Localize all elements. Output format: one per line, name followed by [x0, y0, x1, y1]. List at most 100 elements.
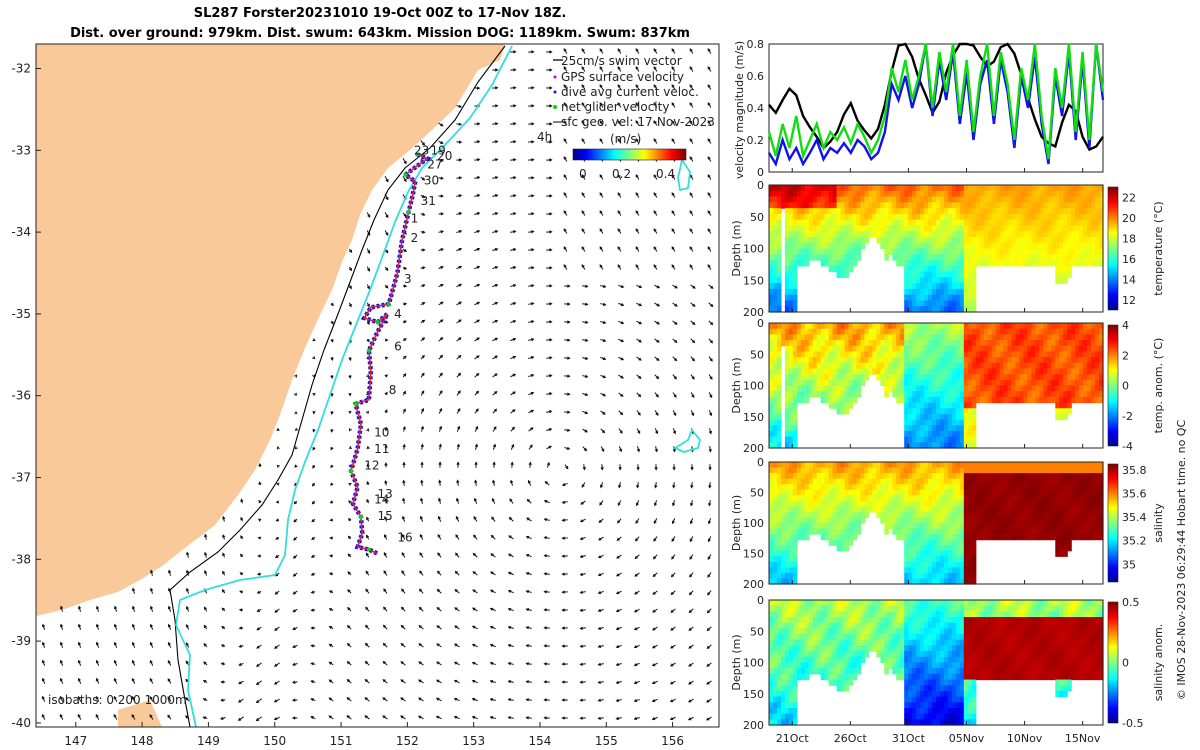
section-cell	[880, 605, 885, 612]
section-cell	[1035, 242, 1040, 250]
section-cell	[816, 328, 822, 335]
section-cell	[888, 208, 893, 215]
section-cell	[852, 362, 858, 370]
section-cell	[852, 605, 858, 612]
section-cell	[1083, 231, 1088, 238]
section-cell	[804, 484, 810, 491]
section-cell	[951, 662, 957, 669]
section-cell	[848, 600, 854, 607]
section-cell	[943, 462, 949, 469]
section-cell	[904, 185, 909, 192]
section-cell	[824, 611, 830, 618]
section-cell	[772, 679, 778, 686]
section-cell	[920, 265, 925, 273]
section-cell	[1047, 396, 1052, 404]
section-cell	[991, 357, 997, 364]
section-cell	[947, 528, 953, 535]
section-cell	[1031, 248, 1037, 255]
section-cell	[943, 277, 949, 284]
section-cell	[951, 196, 957, 203]
section-cell	[896, 668, 901, 675]
section-cell	[868, 462, 873, 469]
section-cell	[987, 242, 993, 250]
day-label: 20	[437, 149, 452, 163]
section-cell	[772, 430, 778, 438]
section-cell	[832, 679, 838, 686]
section-cell	[1083, 462, 1088, 469]
section-cell	[856, 219, 862, 227]
section-cell	[959, 190, 965, 198]
section-cell	[816, 248, 822, 255]
section-cell	[920, 225, 925, 232]
section-cell	[1003, 357, 1009, 364]
section-cell	[924, 391, 929, 398]
section-cell	[959, 391, 965, 398]
section-cell	[971, 357, 977, 364]
section-cell	[959, 511, 965, 519]
section-cell	[900, 242, 905, 250]
section-cell	[888, 225, 893, 232]
section-cell	[936, 651, 941, 658]
section-cell	[971, 385, 977, 392]
section-cell	[928, 556, 933, 563]
section-cell	[776, 345, 782, 353]
section-cell	[800, 202, 806, 209]
section-cell	[820, 351, 826, 358]
section-cell	[864, 611, 870, 618]
section-cell	[912, 306, 917, 313]
section-cell	[1083, 396, 1088, 404]
section-cell	[832, 202, 838, 209]
section-cell	[820, 391, 826, 398]
section-cell	[1079, 396, 1084, 404]
section-cell	[792, 500, 798, 507]
section-cell	[792, 467, 798, 474]
section-cell	[776, 707, 782, 715]
section-cell	[924, 362, 929, 370]
section-cell	[932, 306, 937, 313]
section-cell	[1011, 517, 1017, 524]
section-cell	[1019, 462, 1025, 469]
section-cell	[1027, 528, 1033, 535]
section-cell	[769, 345, 774, 353]
section-cell	[852, 662, 858, 669]
section-cell	[955, 500, 961, 507]
section-cell	[1071, 385, 1076, 392]
section-cell	[947, 334, 953, 341]
section-cell	[967, 260, 973, 267]
section-cell	[816, 190, 822, 198]
section-cell	[991, 185, 997, 192]
section-cell	[1019, 385, 1025, 392]
section-cell	[920, 506, 925, 513]
section-cell	[1095, 208, 1100, 215]
section-cell	[932, 489, 937, 496]
section-cell	[784, 567, 790, 574]
section-cell	[888, 517, 893, 524]
section-cell	[1079, 323, 1084, 330]
section-cell	[880, 462, 885, 469]
section-cell	[1031, 489, 1037, 496]
section-cell	[1083, 254, 1088, 261]
section-cell	[1067, 242, 1072, 250]
section-cell	[776, 679, 782, 686]
section-cell	[856, 668, 862, 675]
section-cell	[876, 511, 881, 519]
section-cell	[1055, 236, 1060, 244]
section-cell	[979, 208, 985, 215]
section-cell	[1019, 478, 1025, 485]
section-cell	[804, 202, 810, 209]
section-cell	[769, 202, 774, 209]
section-cell	[769, 467, 774, 474]
section-cell	[812, 462, 818, 469]
section-cell	[1043, 478, 1048, 485]
section-cell	[999, 351, 1005, 358]
section-cell	[1099, 236, 1104, 244]
section-cell	[804, 236, 810, 244]
section-cell	[796, 345, 802, 353]
section-cell	[999, 248, 1005, 255]
section-cell	[892, 600, 897, 607]
section-cell	[912, 500, 917, 507]
section-cell	[848, 334, 854, 341]
section-cell	[800, 190, 806, 198]
section-cell	[959, 379, 965, 387]
section-cell	[967, 190, 973, 198]
